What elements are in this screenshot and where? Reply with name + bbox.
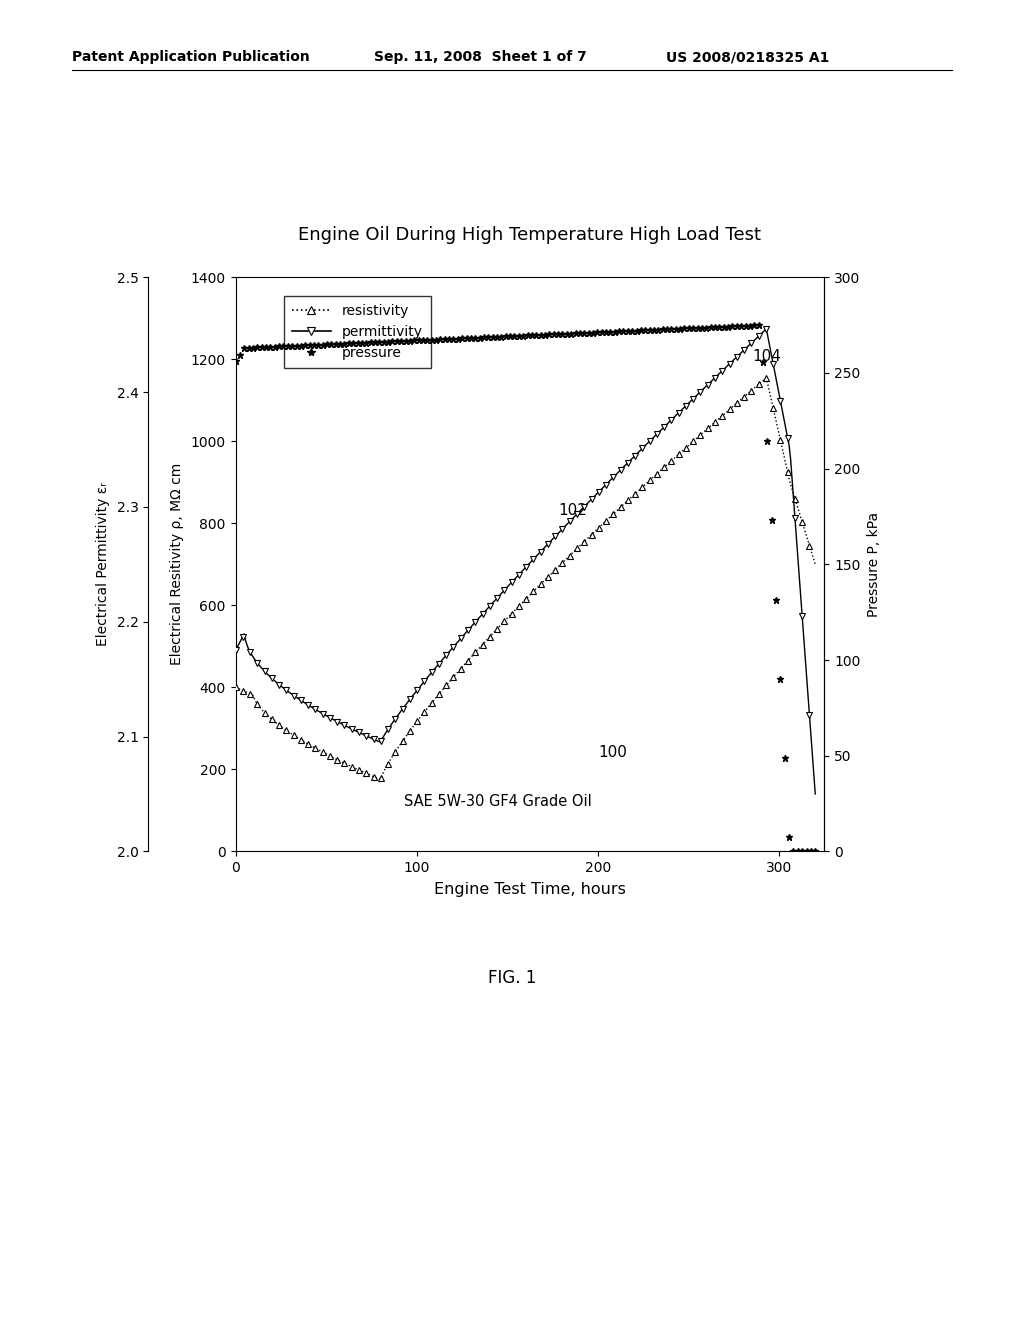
Text: 100: 100	[598, 744, 627, 760]
Text: SAE 5W-30 GF4 Grade Oil: SAE 5W-30 GF4 Grade Oil	[404, 795, 592, 809]
X-axis label: Engine Test Time, hours: Engine Test Time, hours	[434, 882, 626, 898]
Legend: resistivity, permittivity, pressure: resistivity, permittivity, pressure	[284, 296, 431, 368]
Text: Engine Oil During High Temperature High Load Test: Engine Oil During High Temperature High …	[298, 226, 762, 244]
Text: Patent Application Publication: Patent Application Publication	[72, 50, 309, 65]
Y-axis label: Pressure P, kPa: Pressure P, kPa	[867, 512, 882, 616]
Text: 102: 102	[558, 503, 587, 517]
Y-axis label: Electrical Resitivity ρ, MΩ cm: Electrical Resitivity ρ, MΩ cm	[170, 463, 183, 665]
Y-axis label: Electrical Permittivity εᵣ: Electrical Permittivity εᵣ	[96, 482, 110, 647]
Text: FIG. 1: FIG. 1	[487, 969, 537, 987]
Text: US 2008/0218325 A1: US 2008/0218325 A1	[666, 50, 829, 65]
Text: Sep. 11, 2008  Sheet 1 of 7: Sep. 11, 2008 Sheet 1 of 7	[374, 50, 587, 65]
Text: 104: 104	[752, 350, 780, 364]
